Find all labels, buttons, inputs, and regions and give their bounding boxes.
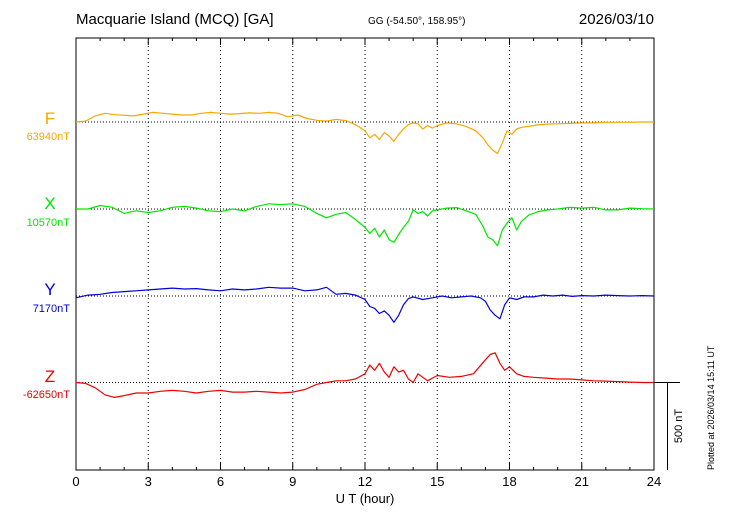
baseline-label-f: 63940nT bbox=[27, 131, 71, 143]
station-title: Macquarie Island (MCQ) [GA] bbox=[76, 11, 274, 28]
x-tick-label: 3 bbox=[145, 474, 152, 489]
x-tick-label: 21 bbox=[575, 474, 589, 489]
x-tick-label: 12 bbox=[358, 474, 372, 489]
channel-labels: F 63940nT X 10570nT Y 7170nT Z -62650nT bbox=[23, 109, 70, 401]
x-tick-label: 6 bbox=[217, 474, 224, 489]
series-y-line bbox=[75, 286, 655, 323]
series-f-line bbox=[75, 111, 654, 155]
baselines bbox=[76, 121, 654, 383]
scale-bar: 500 nT bbox=[654, 382, 685, 470]
x-tick-label: 15 bbox=[430, 474, 444, 489]
channel-label-x: X bbox=[44, 194, 55, 213]
baseline-label-y: 7170nT bbox=[33, 303, 71, 315]
plot-timestamp: Plotted at 2026/03/14 15:11 UT bbox=[706, 345, 716, 470]
x-tick-label: 18 bbox=[502, 474, 516, 489]
date-label: 2026/03/10 bbox=[579, 11, 654, 28]
scale-bar-label: 500 nT bbox=[673, 409, 685, 444]
channel-label-z: Z bbox=[45, 367, 55, 386]
x-tick-label: 24 bbox=[647, 474, 661, 489]
x-tick-label: 9 bbox=[289, 474, 296, 489]
x-tick-label: 0 bbox=[72, 474, 79, 489]
series-x-line bbox=[76, 203, 655, 247]
baseline-label-x: 10570nT bbox=[27, 217, 71, 229]
series-lines bbox=[75, 111, 655, 398]
series-z-line bbox=[75, 352, 654, 398]
x-axis-ticks: 0 3 6 9 12 15 18 21 24 bbox=[72, 38, 661, 489]
grid-lines bbox=[147, 38, 583, 470]
channel-label-f: F bbox=[45, 109, 55, 128]
coordinates-label: GG (-54.50°, 158.95°) bbox=[368, 16, 466, 27]
x-axis-label: U T (hour) bbox=[336, 491, 395, 506]
baseline-label-z: -62650nT bbox=[23, 389, 70, 401]
channel-label-y: Y bbox=[44, 280, 55, 299]
